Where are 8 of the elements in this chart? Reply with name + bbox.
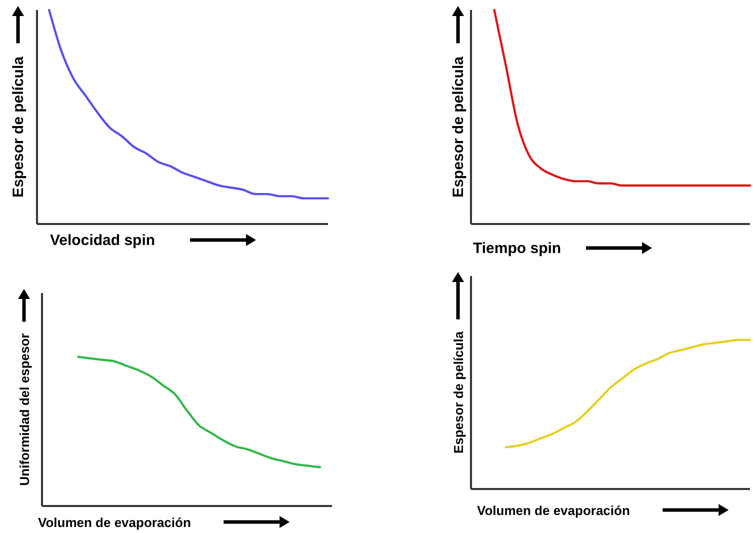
y-axis-title: Espesor de película (451, 330, 466, 454)
y-axis-title: Espesor de película (10, 56, 27, 198)
x-axis-title: Volumen de evaporación (477, 503, 630, 518)
y-axis-title: Uniformidad del espesor (17, 333, 32, 486)
y-axis-title: Espesor de película (450, 56, 467, 198)
x-axis-title: Volumen de evaporación (38, 515, 191, 530)
x-axis-title: Velocidad spin (50, 232, 156, 249)
x-axis-title: Tiempo spin (473, 240, 562, 257)
